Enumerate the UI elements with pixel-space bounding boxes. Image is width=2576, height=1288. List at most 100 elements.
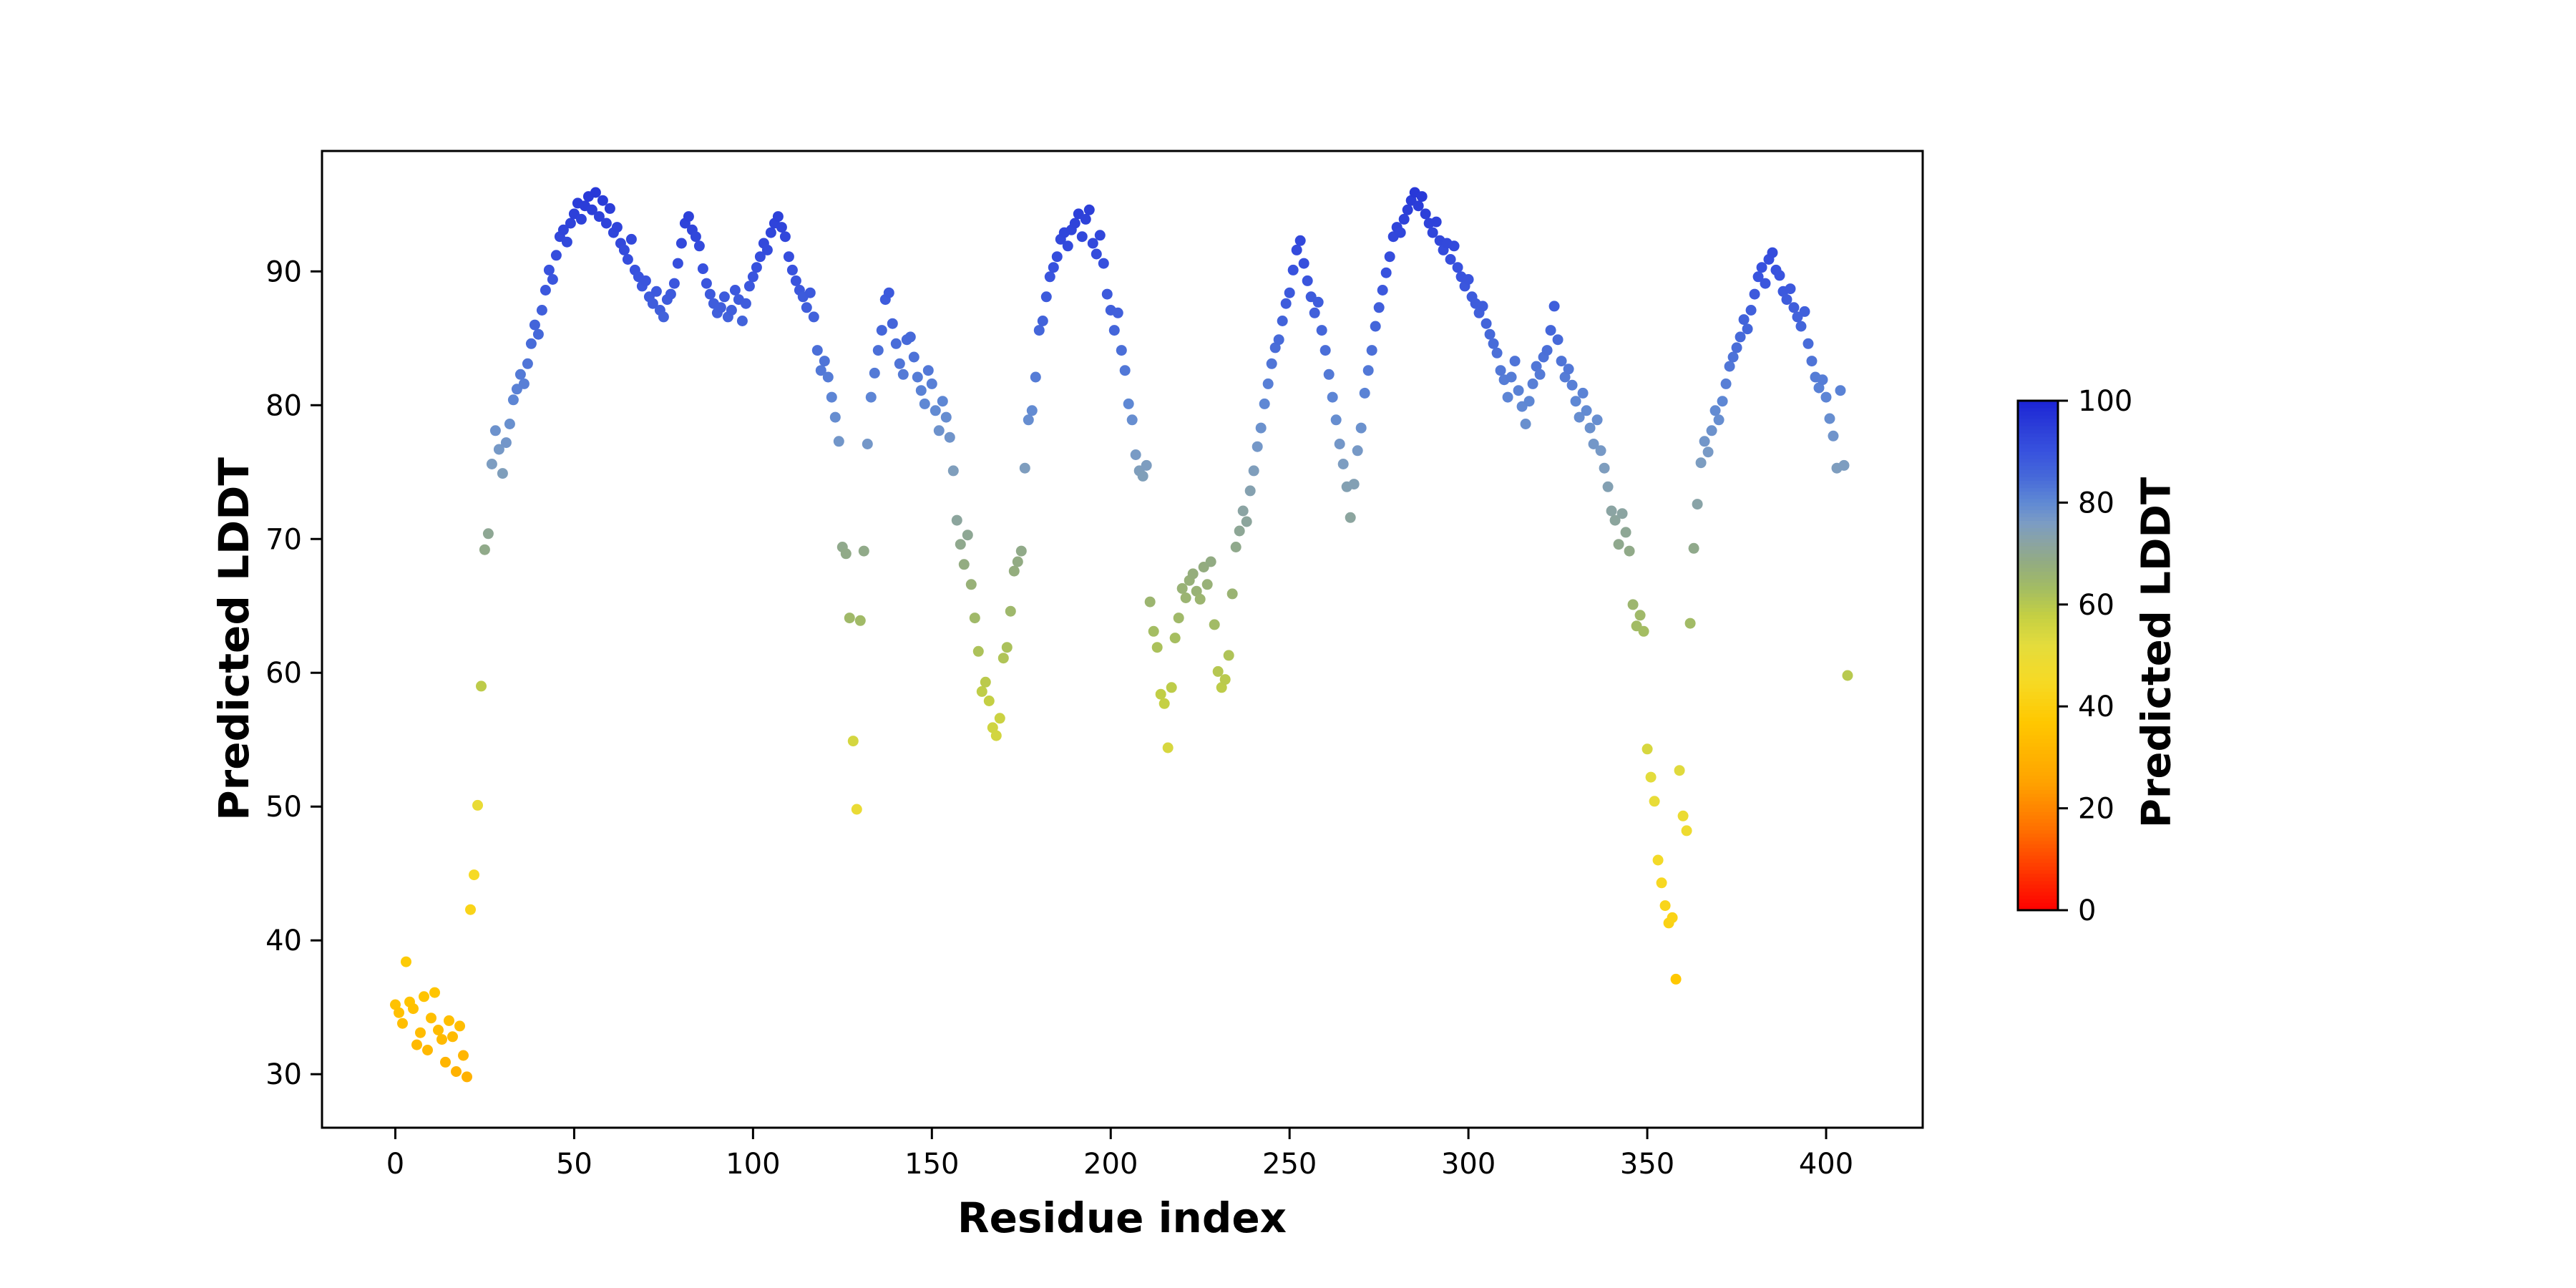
colorbar-gradient-strip (2018, 703, 2058, 708)
scatter-point (1334, 439, 1345, 449)
scatter-point (1284, 287, 1295, 298)
scatter-point (894, 358, 905, 369)
scatter-point (1699, 436, 1710, 447)
x-tick-label: 150 (904, 1148, 959, 1181)
scatter-point (1602, 481, 1614, 492)
scatter-point (611, 222, 623, 233)
scatter-point (419, 991, 429, 1002)
scatter-point (740, 298, 751, 309)
scatter-point (1040, 291, 1052, 303)
scatter-point (1559, 371, 1571, 383)
scatter-point (1652, 854, 1664, 866)
scatter-point (751, 262, 762, 273)
scatter-point (944, 431, 955, 443)
scatter-point (854, 615, 866, 626)
scatter-point (1727, 351, 1739, 363)
scatter-point (847, 736, 859, 747)
scatter-point (590, 187, 601, 198)
colorbar-gradient-strip (2018, 480, 2058, 486)
x-axis-label: Residue index (957, 1194, 1287, 1242)
colorbar-gradient-strip (2018, 779, 2058, 784)
scatter-point (1713, 414, 1724, 426)
x-tick-label: 400 (1799, 1148, 1853, 1181)
scatter-point (1030, 371, 1041, 383)
colorbar-gradient-strip (2018, 902, 2058, 908)
scatter-point (1191, 585, 1202, 597)
scatter-point (1509, 356, 1521, 367)
colorbar-gradient-strip (2018, 586, 2058, 591)
colorbar-gradient-strip (2018, 710, 2058, 715)
scatter-point (1048, 262, 1059, 273)
scatter-point (1244, 485, 1256, 497)
scatter-point (747, 271, 758, 283)
scatter-point (969, 613, 980, 624)
scatter-point (1377, 285, 1388, 296)
colorbar-gradient-strip (2018, 801, 2058, 806)
colorbar-gradient-strip (2018, 499, 2058, 504)
scatter-point (1534, 369, 1546, 380)
colorbar-gradient-strip (2018, 899, 2058, 904)
colorbar-gradient-strip (2018, 401, 2058, 406)
scatter-point (672, 258, 683, 269)
colorbar-gradient-strip (2018, 506, 2058, 511)
scatter-point (557, 224, 569, 235)
scatter-point (1230, 542, 1241, 552)
scatter-point (1237, 505, 1249, 517)
scatter-point (1745, 305, 1757, 316)
colorbar-gradient-strip (2018, 724, 2058, 729)
scatter-point (704, 288, 716, 300)
scatter-point (1141, 459, 1152, 471)
colorbar-gradient-strip (2018, 567, 2058, 573)
colorbar-gradient-strip (2018, 764, 2058, 769)
x-tick-label: 350 (1620, 1148, 1674, 1181)
colorbar-gradient-strip (2018, 444, 2058, 449)
scatter-point (1641, 743, 1653, 755)
scatter-point (500, 437, 512, 449)
colorbar-gradient-strip (2018, 546, 2058, 551)
colorbar-gradient-strip (2018, 884, 2058, 889)
scatter-point (1137, 470, 1148, 482)
scatter-point (1241, 516, 1252, 527)
scatter-point (1226, 588, 1238, 600)
scatter-point (1008, 565, 1020, 577)
y-tick-label: 30 (265, 1058, 302, 1091)
scatter-point (1266, 358, 1277, 369)
scatter-point (1370, 321, 1381, 332)
scatter-point (783, 251, 794, 263)
colorbar-gradient-strip (2018, 743, 2058, 748)
scatter-point (665, 288, 676, 300)
scatter-point (1756, 262, 1767, 273)
scatter-point (1201, 579, 1213, 590)
scatter-point (994, 713, 1005, 724)
scatter-point (465, 904, 476, 915)
scatter-point (1552, 334, 1563, 346)
colorbar-gradient-strip (2018, 469, 2058, 474)
scatter-point (1616, 508, 1628, 519)
scatter-point (980, 676, 991, 688)
colorbar-gradient-strip (2018, 859, 2058, 864)
scatter-point (1166, 682, 1177, 693)
colorbar-gradient-strip (2018, 655, 2058, 660)
scatter-point (536, 305, 547, 316)
scatter-point (1330, 414, 1342, 426)
scatter-point (1101, 288, 1113, 300)
scatter-point (436, 1034, 447, 1045)
scatter-point (1684, 618, 1696, 629)
scatter-point (1248, 465, 1259, 477)
scatter-point (1634, 610, 1646, 621)
scatter-point (1427, 227, 1438, 238)
scatter-point (1044, 271, 1055, 283)
scatter-point (822, 371, 834, 383)
scatter-point (543, 264, 555, 275)
colorbar-gradient-strip (2018, 579, 2058, 584)
scatter-point (693, 240, 705, 252)
scatter-point (1312, 296, 1324, 308)
scatter-point (593, 211, 605, 223)
colorbar-gradient-strip (2018, 746, 2058, 751)
colorbar-gradient-strip (2018, 637, 2058, 642)
scatter-point (668, 278, 680, 289)
scatter-point (1677, 810, 1689, 821)
scatter-point (469, 869, 479, 881)
scatter-point (1316, 325, 1327, 336)
scatter-point (1112, 307, 1123, 318)
